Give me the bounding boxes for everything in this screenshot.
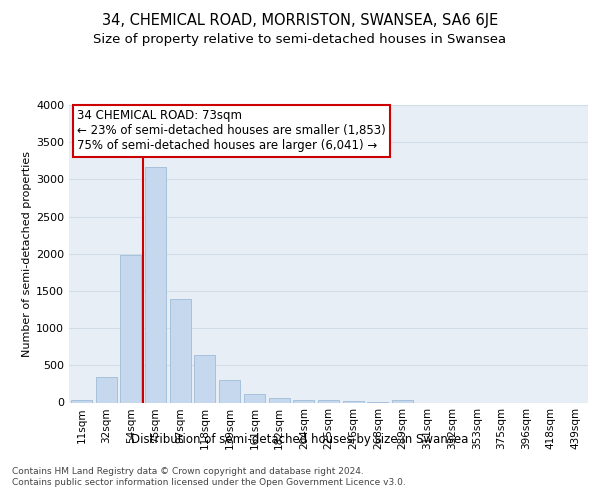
Text: Distribution of semi-detached houses by size in Swansea: Distribution of semi-detached houses by … bbox=[131, 432, 469, 446]
Text: 34 CHEMICAL ROAD: 73sqm
← 23% of semi-detached houses are smaller (1,853)
75% of: 34 CHEMICAL ROAD: 73sqm ← 23% of semi-de… bbox=[77, 110, 386, 152]
Bar bbox=[145, 168, 166, 402]
Bar bbox=[219, 380, 240, 402]
Text: 34, CHEMICAL ROAD, MORRISTON, SWANSEA, SA6 6JE: 34, CHEMICAL ROAD, MORRISTON, SWANSEA, S… bbox=[102, 12, 498, 28]
Bar bbox=[71, 400, 92, 402]
Bar bbox=[293, 400, 314, 402]
Bar bbox=[392, 400, 413, 402]
Bar bbox=[269, 398, 290, 402]
Bar bbox=[318, 400, 339, 402]
Y-axis label: Number of semi-detached properties: Number of semi-detached properties bbox=[22, 151, 32, 357]
Bar bbox=[244, 394, 265, 402]
Bar bbox=[194, 355, 215, 403]
Bar bbox=[170, 299, 191, 403]
Bar bbox=[120, 255, 141, 402]
Text: Contains HM Land Registry data © Crown copyright and database right 2024.
Contai: Contains HM Land Registry data © Crown c… bbox=[12, 468, 406, 487]
Bar bbox=[343, 401, 364, 402]
Text: Size of property relative to semi-detached houses in Swansea: Size of property relative to semi-detach… bbox=[94, 32, 506, 46]
Bar bbox=[95, 377, 116, 402]
